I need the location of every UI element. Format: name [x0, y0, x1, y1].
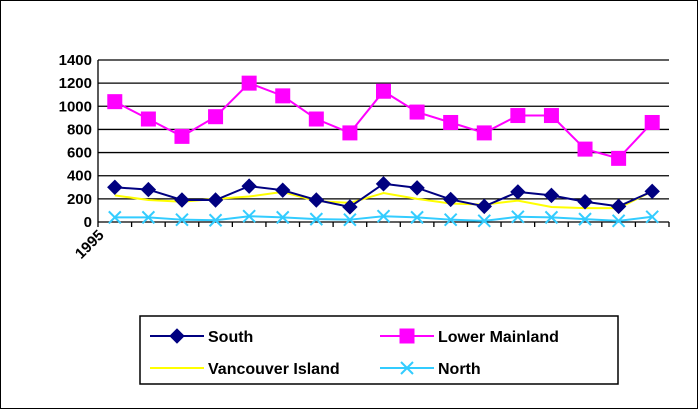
legend-lower-mainland-point [399, 328, 415, 344]
south-point [207, 192, 224, 208]
south-point [241, 178, 257, 194]
north-point [578, 212, 592, 226]
lower-mainland-point [376, 83, 391, 99]
y-tick-label: 200 [67, 191, 92, 208]
north-point [376, 209, 391, 223]
north-point [208, 213, 223, 227]
lower-mainland-point [174, 128, 190, 144]
south-point [275, 182, 291, 198]
lower-mainland-point [208, 109, 224, 125]
y-tick-label: 400 [67, 168, 92, 185]
series-plot [107, 75, 660, 228]
lower-mainland-point [577, 141, 593, 157]
north-point [511, 210, 525, 224]
lower-mainland-point [443, 114, 459, 130]
legend-south-point [169, 328, 185, 344]
north-point [645, 210, 659, 224]
lower-mainland-point [644, 114, 660, 130]
y-tick-label: 1200 [59, 75, 92, 92]
north-point [544, 210, 559, 225]
y-tick-label: 1400 [59, 52, 92, 69]
north-point [443, 212, 458, 227]
south-point [543, 187, 560, 204]
south-point [644, 183, 660, 200]
south-point [510, 184, 526, 200]
south-point [577, 194, 593, 210]
north-point [410, 210, 424, 225]
lower-mainland-point [241, 75, 257, 91]
south-point [610, 198, 627, 215]
north-point [343, 212, 357, 227]
north-point [242, 209, 256, 223]
y-tick-label: 0 [84, 214, 92, 231]
legend-label-lower-mainland: Lower Mainland [438, 329, 559, 346]
y-tick-label: 1000 [59, 98, 92, 115]
north-point [141, 210, 156, 225]
south-point [140, 181, 157, 198]
north-point [477, 214, 491, 228]
south-point [107, 179, 123, 195]
south-point [476, 198, 492, 215]
lower-mainland-point [275, 88, 291, 104]
legend-label-south: South [208, 329, 253, 346]
south-point [409, 180, 425, 196]
legend: South Lower Mainland Vancouver Island North [139, 315, 619, 385]
legend-label-north: North [438, 361, 481, 378]
legend-label-vancouver-island: Vancouver Island [208, 361, 340, 378]
lower-mainland-point [409, 104, 425, 120]
north-point [611, 214, 626, 228]
lower-mainland-point [140, 111, 156, 127]
north-point [108, 210, 122, 225]
lower-mainland-point [510, 108, 526, 124]
y-tick-label: 800 [67, 121, 92, 138]
lower-mainland-point [308, 111, 324, 127]
legend-box [139, 315, 619, 385]
south-point [174, 192, 190, 208]
south-point [442, 191, 459, 208]
north-point [309, 212, 324, 226]
south-point [308, 192, 325, 208]
lower-mainland-point [543, 108, 559, 124]
y-tick-label: 600 [67, 145, 92, 162]
lower-mainland-point [107, 94, 123, 110]
lower-mainland-point [342, 125, 358, 141]
lower-mainland-point [611, 150, 627, 166]
south-point [342, 199, 358, 215]
north-point [175, 212, 189, 227]
legend-north-point [400, 361, 414, 375]
south-point [375, 176, 392, 192]
north-point [276, 210, 290, 225]
lower-mainland-point [476, 125, 492, 141]
